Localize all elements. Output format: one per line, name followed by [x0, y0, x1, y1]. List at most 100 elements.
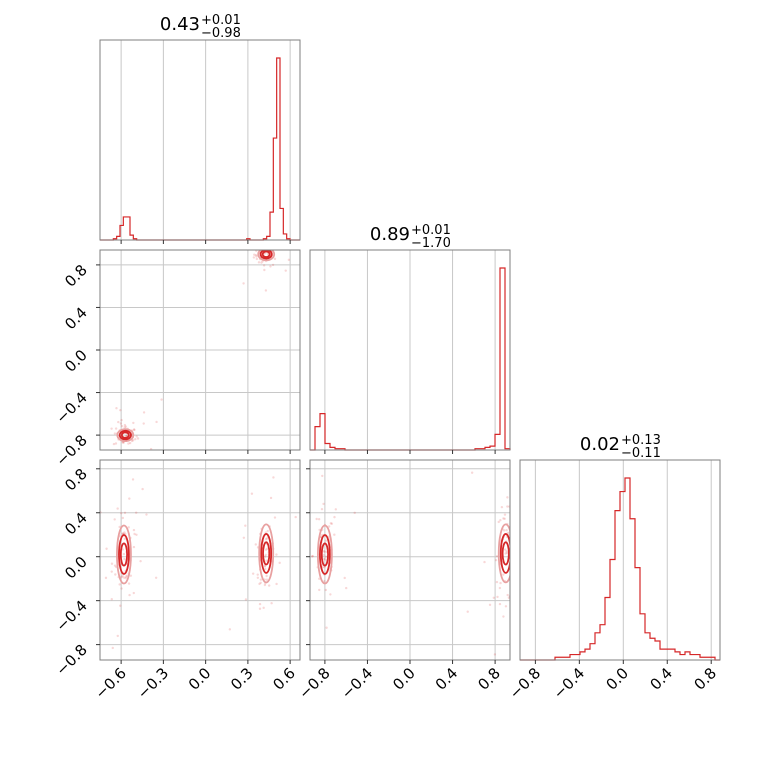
scatter-point: [123, 531, 126, 534]
scatter-point: [116, 507, 119, 510]
title-2-value: 0.02: [580, 434, 620, 455]
scatter-point: [318, 588, 321, 592]
scatter-point: [327, 525, 331, 528]
x-tick-label: 0.0: [603, 664, 633, 694]
scatter-point: [142, 422, 145, 425]
scatter-point: [284, 269, 287, 272]
scatter-point: [264, 567, 267, 571]
x-tick-label: −0.8: [506, 664, 544, 702]
scatter-point: [506, 531, 510, 535]
scatter-point: [322, 553, 325, 557]
density-contour: [119, 542, 129, 567]
density-contour: [118, 534, 130, 575]
y-tick-label: −0.4: [52, 389, 90, 427]
scatter-point: [120, 587, 123, 590]
scatter-point: [131, 478, 135, 481]
scatter-point: [515, 546, 517, 548]
density-contour: [497, 523, 510, 584]
scatter-point: [155, 420, 158, 424]
scatter-point: [466, 610, 469, 613]
title-param-2: 0.02 +0.13 −0.11: [580, 433, 661, 461]
scatter-point: [330, 522, 334, 525]
scatter-point: [258, 582, 261, 586]
scatter-point: [323, 579, 326, 583]
y-tick-label: −0.4: [52, 597, 90, 635]
scatter-point: [275, 244, 277, 246]
y-tick-label: −0.8: [52, 431, 90, 469]
density-contour: [118, 429, 132, 441]
scatter-point: [266, 529, 269, 533]
scatter-point: [305, 382, 307, 384]
scatter-point: [345, 586, 348, 590]
scatter-point: [270, 601, 273, 605]
scatter-point: [222, 439, 224, 441]
density-contour: [116, 428, 135, 443]
density-contour: [501, 541, 510, 566]
scatter-layer: [110, 217, 303, 450]
scatter-point: [244, 598, 248, 601]
scatter-point: [120, 575, 123, 579]
scatter-point: [483, 560, 486, 564]
scatter-point: [511, 559, 513, 561]
scatter-point: [141, 487, 144, 491]
density-contour: [320, 542, 329, 567]
scatter-point: [521, 595, 523, 597]
x-tick-label: 0.0: [389, 664, 419, 694]
scatter-point: [503, 548, 507, 551]
scatter-point: [506, 496, 509, 499]
scatter-point: [139, 559, 142, 563]
scatter-point: [256, 576, 260, 579]
scatter-point: [282, 245, 284, 247]
x-tick-label: 0.4: [432, 664, 462, 694]
scatter-point: [494, 558, 498, 562]
scatter-point: [263, 247, 265, 249]
scatter-point: [301, 217, 303, 219]
scatter-point: [322, 550, 326, 553]
scatter-point: [255, 257, 259, 261]
scatter-point: [260, 261, 263, 264]
scatter-point: [502, 573, 505, 576]
scatter-point: [260, 640, 262, 642]
scatter-point: [130, 439, 134, 443]
scatter-point: [121, 441, 124, 444]
scatter-point: [136, 437, 140, 440]
scatter-point: [127, 582, 131, 585]
tick-labels: −0.6 −0.3 0.0 0.3 0.6−0.8 −0.4 0.0 0.4 0.8 −0.8 −0…: [52, 261, 720, 703]
scatter-point: [113, 564, 117, 567]
scatter-point: [124, 575, 128, 578]
scatter-point: [286, 222, 288, 224]
scatter-point: [499, 519, 502, 522]
panel-frame: [99, 459, 301, 661]
scatter-point: [113, 518, 116, 521]
panel-frame: [519, 459, 721, 661]
scatter-point: [132, 591, 135, 595]
grid: [324, 250, 496, 450]
scatter-point: [160, 398, 163, 401]
scatter-point: [128, 441, 132, 445]
scatter-point: [265, 537, 269, 540]
scatter-point: [266, 252, 269, 255]
scatter-point: [264, 335, 266, 337]
scatter-point: [105, 547, 108, 550]
scatter-point: [311, 555, 314, 558]
hist-panel-param-2: [519, 459, 721, 664]
scatter-point: [269, 265, 272, 268]
scatter-point: [264, 548, 268, 551]
scatter-point: [264, 289, 268, 292]
scatter-point: [254, 253, 258, 257]
scatter-point: [116, 634, 119, 638]
scatter-point: [121, 548, 124, 551]
scatter-point: [254, 543, 257, 546]
density-contour: [262, 541, 271, 566]
scatter-point: [114, 442, 118, 445]
scatter-point: [127, 526, 130, 529]
scatter-point: [278, 561, 281, 565]
y-tick-label: −0.8: [52, 641, 90, 679]
scatter-point: [498, 586, 502, 590]
scatter-point: [123, 426, 126, 429]
scatter-layer: [260, 382, 523, 656]
scatter-point: [242, 536, 246, 539]
scatter-point: [263, 583, 267, 587]
scatter-point: [122, 441, 125, 444]
scatter-point: [275, 582, 278, 586]
